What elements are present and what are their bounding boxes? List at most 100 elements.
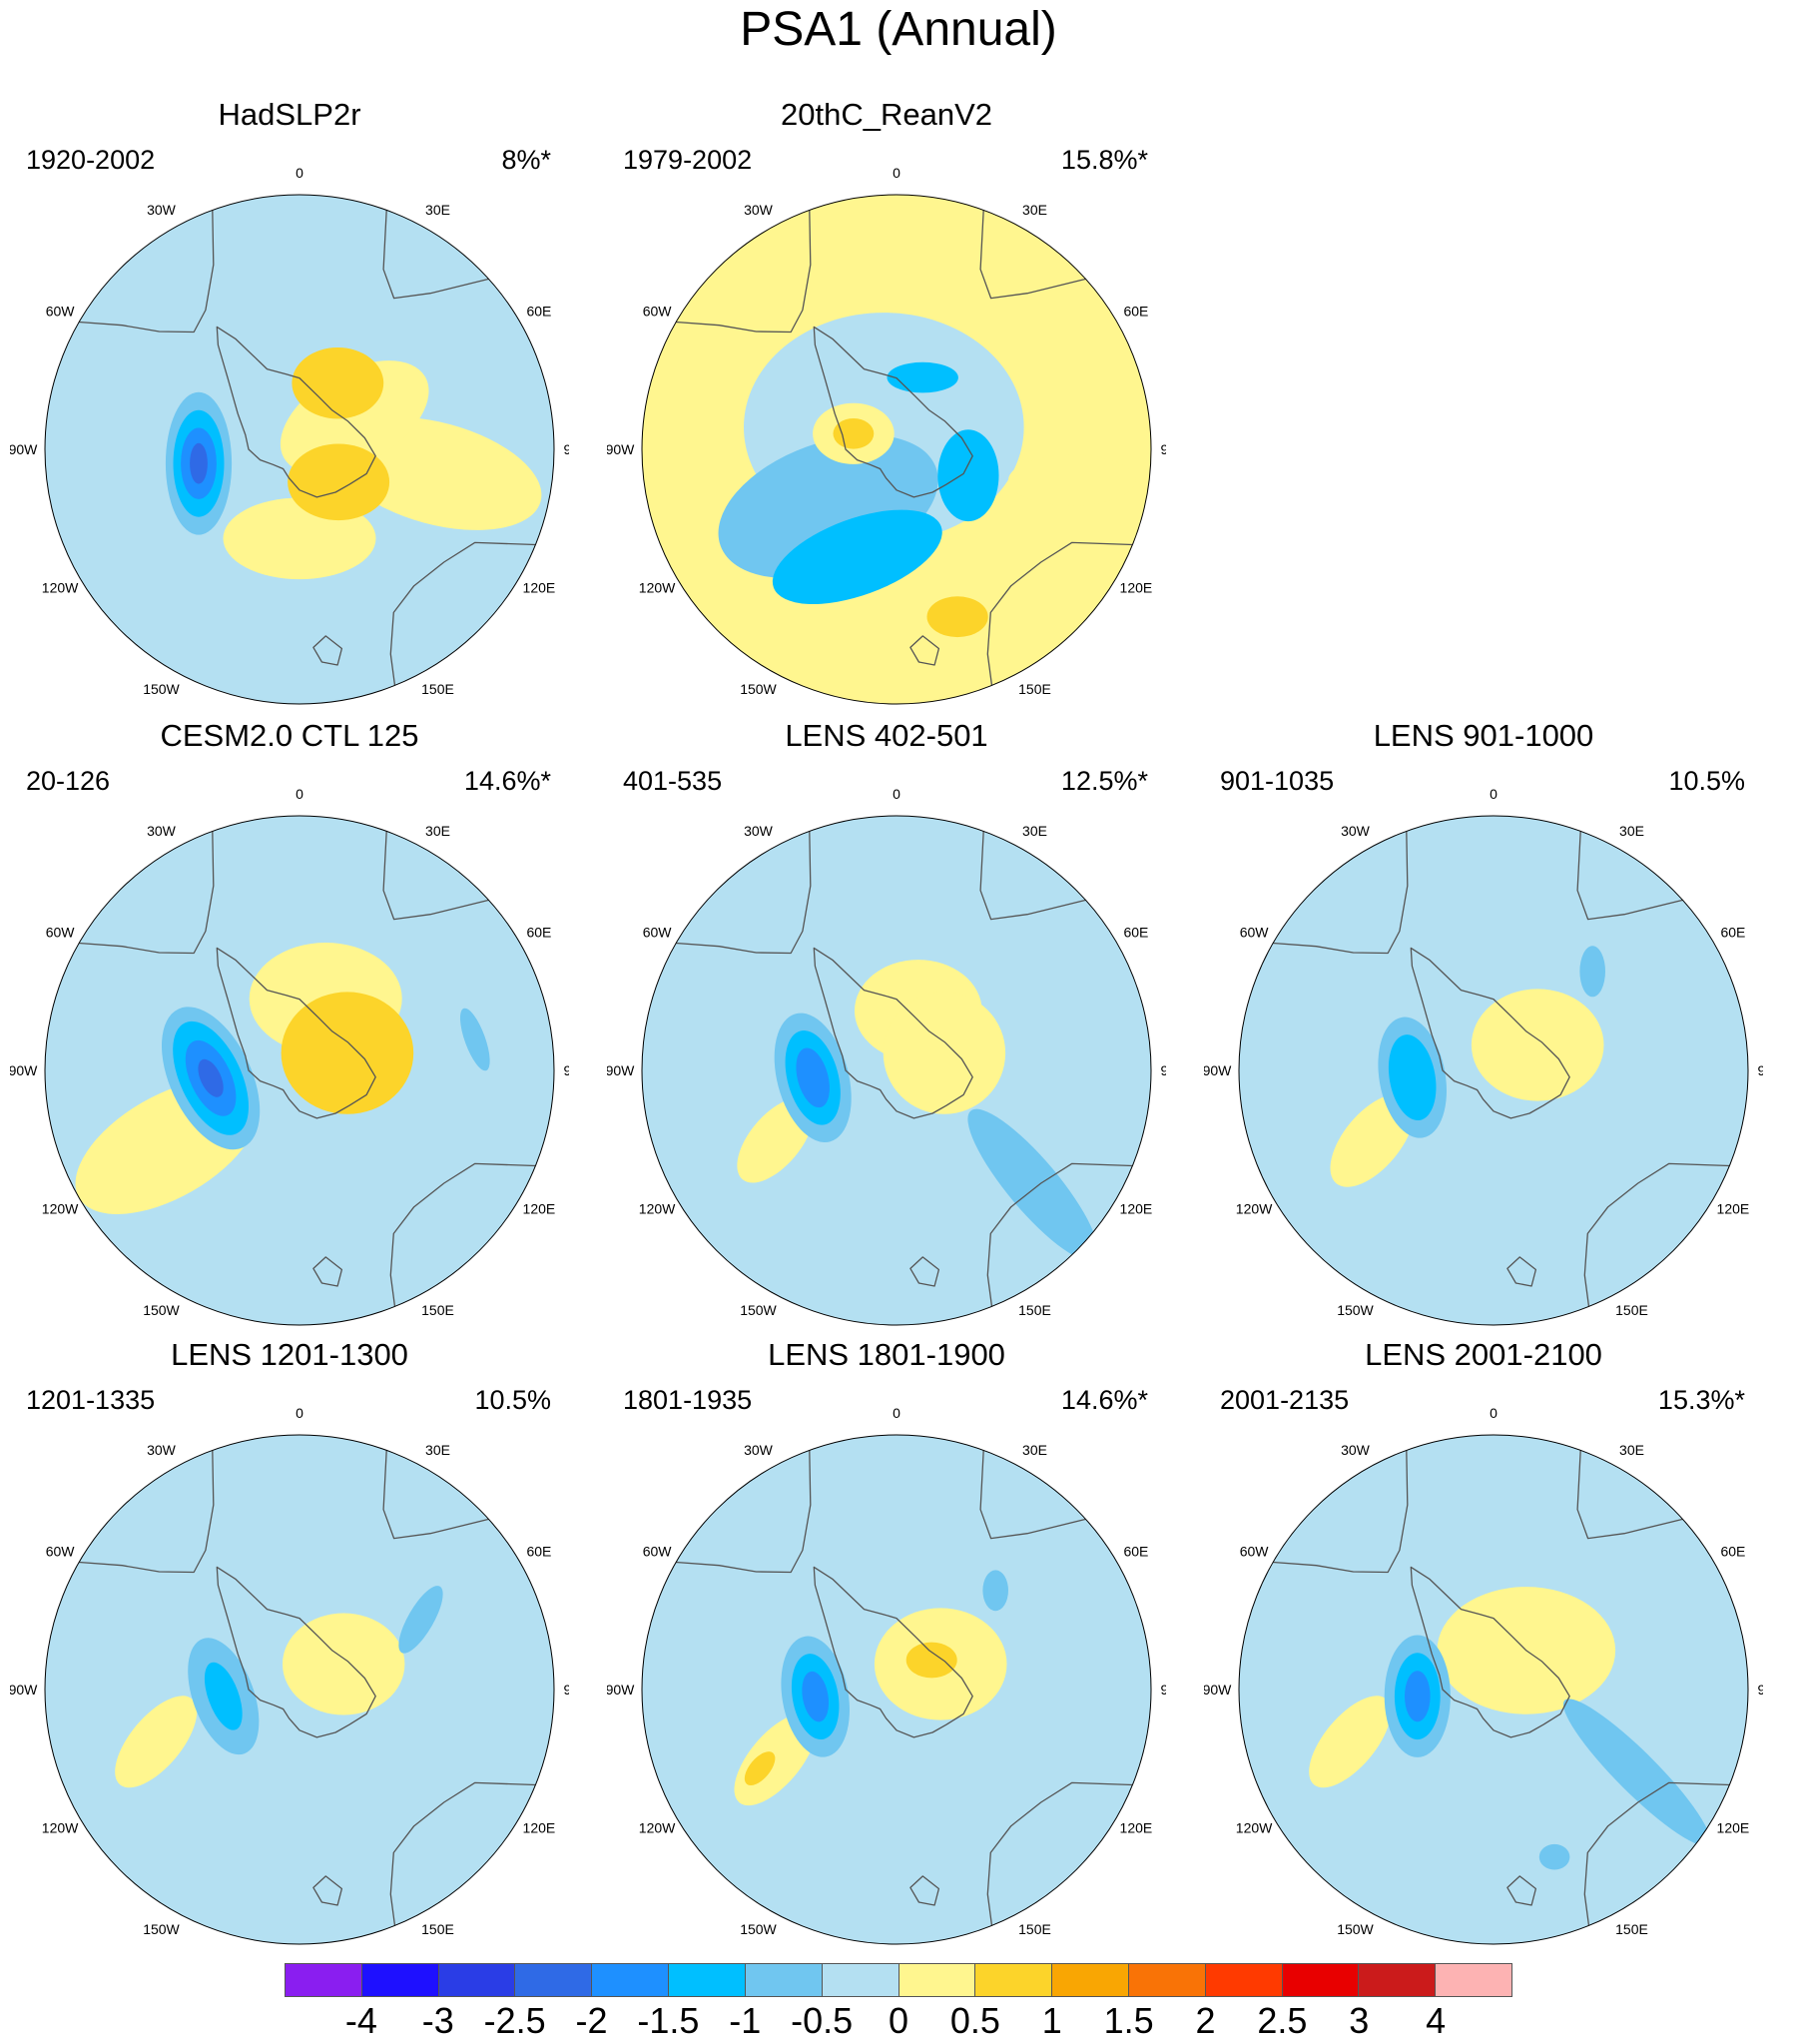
colorbar-box — [1359, 1963, 1437, 1997]
panel-lens-1801: LENS 1801-1900 1801-1935 14.6%* 0 30E 60E 9… — [607, 1335, 1166, 1954]
longitude-label: 30E — [1022, 823, 1047, 839]
colorbar-tick-label: -3 — [421, 2000, 454, 2041]
coastline — [1273, 831, 1409, 955]
longitude-label: 30E — [1022, 202, 1047, 218]
longitude-label: 90E — [1758, 1062, 1763, 1078]
colorbar-tick-label: -4 — [344, 2000, 377, 2041]
longitude-label: 0 — [893, 786, 900, 802]
variance-label: 14.6%* — [463, 766, 551, 796]
panel-lens-901: LENS 901-1000 901-1035 10.5% 0 30E 60E 90E 1… — [1204, 716, 1763, 1335]
longitude-label: 30E — [425, 823, 450, 839]
variance-label: 10.5% — [474, 1385, 551, 1415]
coastline — [312, 635, 343, 666]
coastline — [389, 541, 536, 686]
period-label: 1801-1935 — [623, 1385, 753, 1415]
longitude-label: 150E — [421, 681, 454, 697]
longitude-label: 90E — [564, 441, 569, 457]
polar-map: 030E60E90E120E150E180150W120W90W60W30W — [607, 1405, 1166, 1945]
longitude-label: 0 — [296, 1405, 303, 1421]
contour-region — [937, 429, 999, 522]
longitude-label: 120W — [42, 1820, 79, 1836]
polar-map: 030E60E90E120E150E180150W120W90W60W30W — [1204, 786, 1763, 1326]
polar-map: 030E60E90E120E150E180150W120W90W60W30W — [10, 1405, 569, 1945]
longitude-label: 150W — [1337, 1302, 1374, 1318]
longitude-label: 150E — [1018, 681, 1051, 697]
longitude-label: 60W — [643, 1544, 673, 1560]
longitude-label: 150W — [740, 681, 777, 697]
longitude-label: 30W — [744, 202, 774, 218]
longitude-label: 30E — [1619, 1442, 1644, 1458]
contour-region — [887, 361, 958, 393]
contour-region — [198, 1058, 224, 1097]
longitude-label: 30E — [425, 202, 450, 218]
coastline — [312, 1256, 343, 1287]
colorbar-box — [361, 1963, 439, 1997]
coastline — [909, 635, 940, 666]
contour-region — [772, 509, 942, 605]
coastline — [909, 1256, 940, 1287]
longitude-label: 90E — [1161, 441, 1166, 457]
coastline — [909, 1875, 940, 1906]
period-label: 1920-2002 — [26, 145, 156, 175]
colorbar-tick-label: -1 — [729, 2000, 762, 2041]
longitude-label: 90E — [1161, 1682, 1166, 1698]
coastline — [79, 831, 215, 955]
colorbar-box — [745, 1963, 823, 1997]
longitude-label: 150E — [421, 1921, 454, 1937]
colorbar-labels: -4 -3 -2.5 -2 -1.5 -1 -0.5 0 0.5 1 1.5 2 2.5 3 4 — [285, 2000, 1512, 2044]
contour-region — [802, 1671, 830, 1722]
panel-20thc-reanv2: 20thC_ReanV2 1979-2002 15.8%* 0 30E 60E 90E… — [607, 95, 1166, 714]
contour-region — [283, 1613, 405, 1715]
colorbar-box — [669, 1963, 746, 1997]
panel-title: HadSLP2r — [218, 97, 361, 132]
colorbar-tick-label: 1 — [1041, 2000, 1062, 2041]
map-border — [1238, 815, 1749, 1326]
longitude-label: 150W — [1337, 1921, 1374, 1937]
longitude-label: 30W — [147, 1442, 177, 1458]
longitude-label: 30W — [147, 823, 177, 839]
contour-region — [1579, 946, 1605, 998]
contour-region — [833, 418, 875, 449]
polar-map: 030E60E90E120E150E180150W120W90W60W30W — [607, 786, 1166, 1326]
contour-region — [115, 1696, 198, 1788]
panel-lens-2001: LENS 2001-2100 2001-2135 15.3%* 0 30E 60E 9… — [1204, 1335, 1763, 1954]
longitude-label: 0 — [893, 165, 900, 181]
variance-label: 15.3%* — [1657, 1385, 1745, 1415]
longitude-label: 90E — [1161, 1062, 1166, 1078]
longitude-label: 30E — [425, 1442, 450, 1458]
longitude-label: 30E — [1619, 823, 1644, 839]
longitude-label: 90W — [10, 441, 38, 457]
polar-map: 030E60E90E120E150E180150W120W90W60W30W — [607, 165, 1166, 705]
coastline — [1410, 1566, 1570, 1738]
longitude-label: 150E — [421, 1302, 454, 1318]
colorbar-tick-label: 4 — [1426, 2000, 1447, 2041]
period-label: 1201-1335 — [26, 1385, 156, 1415]
colorbar-tick-label: -2.5 — [483, 2000, 546, 2041]
figure-title: PSA1 (Annual) — [740, 3, 1057, 56]
longitude-label: 60W — [1240, 925, 1270, 941]
coastline — [216, 326, 376, 498]
longitude-label: 150E — [1018, 1921, 1051, 1937]
longitude-label: 150W — [740, 1302, 777, 1318]
longitude-label: 120E — [1717, 1820, 1750, 1836]
longitude-label: 120E — [1120, 1201, 1153, 1217]
panel-title: LENS 1801-1900 — [768, 1337, 1005, 1372]
coastline — [813, 1566, 973, 1738]
contour-region — [292, 347, 384, 419]
longitude-label: 90E — [1758, 1682, 1763, 1698]
longitude-label: 150W — [143, 1921, 180, 1937]
contour-region — [281, 992, 414, 1114]
coastline — [979, 831, 1086, 921]
panel-title: LENS 1201-1300 — [171, 1337, 408, 1372]
coastline — [1576, 1450, 1683, 1540]
colorbar-box — [1282, 1963, 1360, 1997]
panel-title: LENS 901-1000 — [1373, 718, 1594, 753]
colorbar-tick-label: -1.5 — [637, 2000, 700, 2041]
longitude-label: 30W — [147, 202, 177, 218]
colorbar-box — [1128, 1963, 1206, 1997]
longitude-label: 90W — [607, 1062, 635, 1078]
coastline — [1576, 831, 1683, 921]
contour-region — [1562, 1699, 1711, 1846]
longitude-label: 60W — [643, 925, 673, 941]
panel-lens-402: LENS 402-501 401-535 12.5%* 0 30E 60E 90E 12… — [607, 716, 1166, 1335]
